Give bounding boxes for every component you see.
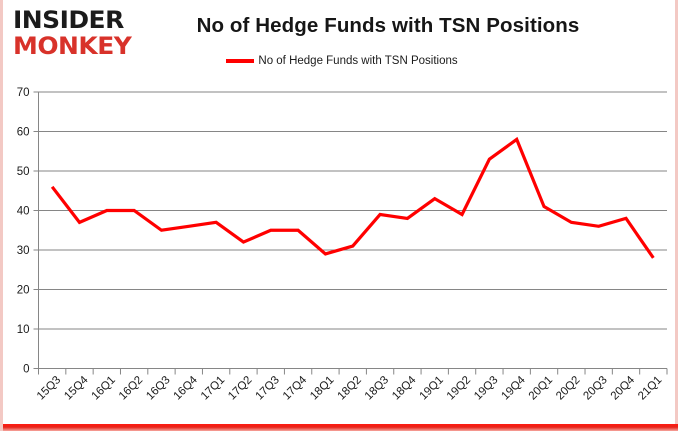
chart-svg: 0 10 20 30 40 50 60 70 15Q315Q416Q116Q216Q316Q4… [17,87,668,403]
legend-label: No of Hedge Funds with TSN Positions [258,55,458,67]
logo-text-monkey: MONKEY [13,32,132,60]
x-axis-tick-label: 18Q3 [363,374,391,402]
x-axis-tick-label: 18Q4 [390,374,419,403]
x-axis-tick-label: 17Q4 [281,374,310,403]
x-axis-tick-label: 21Q1 [636,374,664,402]
x-axis-tick-label: 17Q3 [254,374,282,402]
x-axis-tick-label: 16Q3 [144,374,172,402]
y-axis-tick-label: 0 [23,364,29,376]
x-axis-tick-label: 20Q1 [527,374,555,402]
x-axis-tick-label: 16Q1 [90,374,118,402]
data-series-group [50,136,655,259]
x-axis-tick-label: 15Q4 [62,374,91,403]
plot-area: 0 10 20 30 40 50 60 70 15Q3 15Q4 16Q1 16Q2 16Q3 16Q4… [3,0,678,431]
logo-text-insider: INSIDER [13,6,124,34]
bottom-accent-bar [3,424,678,431]
y-axis-tick-label: 50 [17,166,30,178]
x-axis-ticks-group: 15Q315Q416Q116Q216Q316Q417Q117Q217Q317Q4… [35,368,668,403]
legend-color-swatch [226,59,255,63]
y-axis-tick-label: 40 [17,206,30,218]
y-axis-tick-label: 60 [17,127,30,139]
x-axis-tick-label: 19Q3 [472,374,500,402]
x-axis-tick-label: 16Q4 [172,374,201,403]
chart-legend: No of Hedge Funds with TSN Positions [3,55,678,67]
y-axis-tick-label: 20 [17,285,30,297]
gridlines-group [38,91,667,369]
y-axis-tick-label: 70 [17,87,30,99]
x-axis-tick-label: 19Q2 [445,374,473,402]
x-axis-tick-label: 17Q1 [199,374,227,402]
y-axis-tick-label: 30 [17,245,30,257]
x-axis-tick-label: 15Q3 [35,374,63,402]
x-axis-tick-label: 18Q2 [335,374,363,402]
x-axis-tick-label: 20Q4 [609,374,638,403]
y-axis-tick-label: 10 [17,324,30,336]
x-axis-tick-label: 18Q1 [308,374,336,402]
x-axis-tick-label: 16Q2 [117,374,145,402]
x-axis-tick-label: 20Q2 [554,374,582,402]
y-axis-ticks-group: 0 10 20 30 40 50 60 70 [17,87,39,376]
chart-title: No of Hedge Funds with TSN Positions [196,14,580,37]
x-axis-tick-label: 17Q2 [226,374,254,402]
x-axis-tick-label: 19Q4 [499,374,528,403]
x-axis-tick-label: 20Q3 [581,374,609,402]
data-series-line [50,136,655,259]
insider-monkey-logo: INSIDER MONKEY [13,8,138,58]
x-axis-tick-label: 19Q1 [417,374,445,402]
